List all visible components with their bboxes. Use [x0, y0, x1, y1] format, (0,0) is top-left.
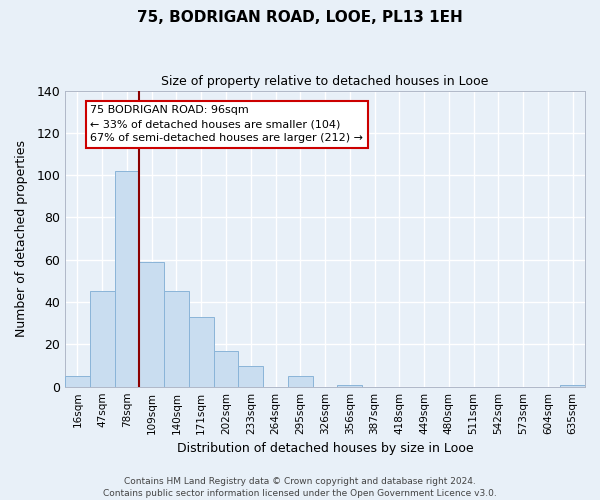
- Bar: [65, 376, 90, 386]
- Bar: [288, 376, 313, 386]
- Bar: [90, 292, 115, 386]
- Bar: [560, 384, 585, 386]
- Bar: [139, 262, 164, 386]
- Bar: [238, 366, 263, 386]
- Bar: [214, 350, 238, 386]
- Bar: [189, 317, 214, 386]
- Y-axis label: Number of detached properties: Number of detached properties: [15, 140, 28, 337]
- X-axis label: Distribution of detached houses by size in Looe: Distribution of detached houses by size …: [177, 442, 473, 455]
- Bar: [164, 292, 189, 386]
- Text: 75 BODRIGAN ROAD: 96sqm
← 33% of detached houses are smaller (104)
67% of semi-d: 75 BODRIGAN ROAD: 96sqm ← 33% of detache…: [91, 106, 364, 144]
- Bar: [337, 384, 362, 386]
- Text: Contains HM Land Registry data © Crown copyright and database right 2024.
Contai: Contains HM Land Registry data © Crown c…: [103, 476, 497, 498]
- Text: 75, BODRIGAN ROAD, LOOE, PL13 1EH: 75, BODRIGAN ROAD, LOOE, PL13 1EH: [137, 10, 463, 25]
- Bar: [115, 171, 139, 386]
- Title: Size of property relative to detached houses in Looe: Size of property relative to detached ho…: [161, 75, 489, 88]
